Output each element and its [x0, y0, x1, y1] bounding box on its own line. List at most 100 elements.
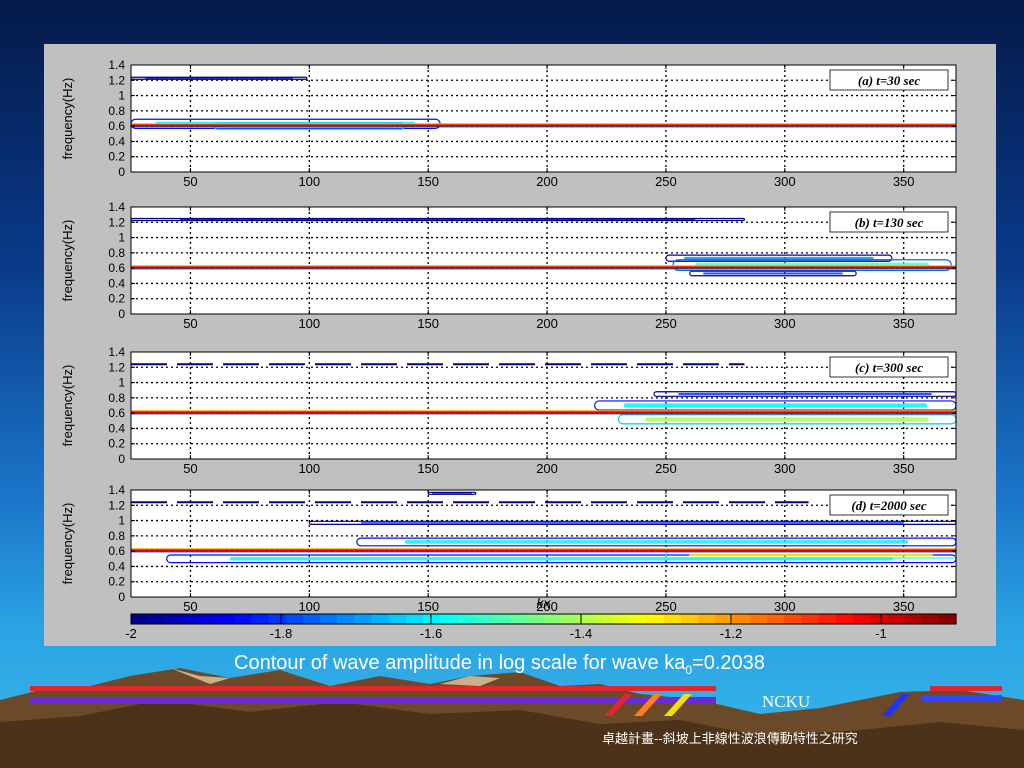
colorbar-segment: [938, 614, 957, 624]
colorbar-segment: [870, 614, 888, 624]
colorbar-segment: [818, 614, 837, 624]
axes-frame: [130, 206, 957, 315]
y-tick-label: 0.2: [108, 292, 125, 306]
panel-annotation: (c) t=300 sec: [829, 356, 949, 378]
panel-2: 00.2 0.40.60.81 1.21.4 50 100 150 200 250 300 350…: [60, 200, 957, 331]
panel-annotation: (b) t=130 sec: [829, 211, 949, 233]
colorbar-segment: [646, 614, 665, 624]
colorbar-segment: [749, 614, 768, 624]
x-tick-label: 200: [536, 174, 558, 189]
colorbar-tick-label: -1.8: [270, 626, 292, 641]
y-tick-label: 1.2: [108, 215, 125, 229]
axes-frame: [130, 489, 957, 598]
x-tick-label: 100: [298, 316, 320, 331]
y-tick-label: 0.2: [108, 437, 125, 451]
annotation-text: (b) t=130 sec: [855, 215, 924, 230]
colorbar-segment: [784, 614, 802, 624]
colorbar-segment: [182, 614, 201, 624]
y-tick-label: 0.8: [108, 391, 125, 405]
colorbar-segment: [509, 614, 527, 624]
colorbar-segment: [681, 614, 699, 624]
caption-main: Contour of wave amplitude in log scale f…: [234, 652, 686, 674]
colorbar-tick-label: -1.4: [570, 626, 592, 641]
contour-fill: [145, 77, 293, 79]
colorbar-segment: [491, 614, 510, 624]
y-tick-label: 1: [118, 231, 125, 245]
x-tick-label: 300: [774, 316, 796, 331]
colorbar-segment: [371, 614, 390, 624]
x-tick-label: 250: [655, 599, 677, 614]
colorbar-segment: [199, 614, 218, 624]
y-tick-label: 0.8: [108, 529, 125, 543]
x-tick-label: 50: [183, 316, 197, 331]
panel-annotation: (a) t=30 sec: [829, 69, 949, 91]
colorbar-segment: [629, 614, 648, 624]
contour-fill: [678, 393, 932, 396]
y-tick-label: 0.4: [108, 421, 125, 435]
x-tick-label: 150: [417, 461, 439, 476]
colorbar-segment: [543, 614, 562, 624]
x-tick-label: 100: [298, 461, 320, 476]
x-tick-label: 250: [655, 316, 677, 331]
y-tick-label: 1: [118, 376, 125, 390]
y-tick-label: 0.6: [108, 406, 125, 420]
x-tick-label: 350: [893, 174, 915, 189]
y-tick-label: 1.4: [108, 200, 125, 214]
colorbar-segment: [354, 614, 373, 624]
x-tick-label: 100: [298, 599, 320, 614]
x-tick-label: 200: [536, 316, 558, 331]
annotation-box: [829, 211, 949, 233]
contour-fill: [623, 403, 928, 408]
panel-1: 00.2 0.40.60.81 1.21.4 50 100 150 200 250 300 350…: [60, 58, 957, 189]
y-axis-label: frequency(Hz): [60, 503, 75, 585]
colorbar-tick-label: -2: [125, 626, 137, 641]
y-tick-label: 0: [118, 307, 125, 321]
y-tick-label: 0.2: [108, 150, 125, 164]
y-tick-label: 0: [118, 165, 125, 179]
panel-annotation: (d) t=2000 sec: [829, 494, 949, 516]
colorbar-segment: [904, 614, 923, 624]
colorbar-segment: [302, 614, 321, 624]
y-tick-label: 0.8: [108, 104, 125, 118]
contour-fill: [684, 256, 874, 260]
colorbar-segment: [474, 614, 493, 624]
colorbar-segment: [216, 614, 235, 624]
contour-fill: [431, 492, 472, 494]
colorbar-segment: [440, 614, 459, 624]
colorbar-segment: [131, 614, 149, 624]
colorbar-segment: [835, 614, 854, 624]
y-tick-label: 1.2: [108, 498, 125, 512]
annotation-box: [829, 494, 949, 516]
contour-fill: [703, 272, 843, 275]
colorbar-segment: [457, 614, 476, 624]
panel-4: 00.2 0.40.60.81 1.21.4 50 100 150 200 250 300 350…: [60, 483, 957, 614]
annotation-box: [829, 69, 949, 91]
colorbar-segment: [268, 614, 287, 624]
y-tick-label: 1.2: [108, 360, 125, 374]
y-tick-label: 0: [118, 590, 125, 604]
annotation-text: (c) t=300 sec: [855, 360, 923, 375]
y-axis-label: frequency(Hz): [60, 220, 75, 302]
colorbar-segment: [234, 614, 252, 624]
annotation-box: [829, 356, 949, 378]
colorbar-segment: [801, 614, 820, 624]
x-tick-label: 150: [417, 599, 439, 614]
x-tick-label: 150: [417, 316, 439, 331]
y-tick-label: 0.6: [108, 261, 125, 275]
x-tick-label: 50: [183, 461, 197, 476]
x-tick-label: 100: [298, 174, 320, 189]
colorbar-segment: [285, 614, 304, 624]
org-label: NCKU: [762, 692, 811, 711]
y-axis-label: frequency(Hz): [60, 78, 75, 160]
contour-fill: [689, 553, 933, 557]
x-tick-label: 350: [893, 599, 915, 614]
y-tick-label: 1.4: [108, 58, 125, 72]
colorbar-segment: [852, 614, 871, 624]
y-tick-label: 0.6: [108, 544, 125, 558]
colorbar-tick-label: -1: [875, 626, 887, 641]
y-tick-label: 0: [118, 452, 125, 466]
caption-subscript: 0: [685, 663, 693, 677]
y-tick-label: 1.4: [108, 345, 125, 359]
